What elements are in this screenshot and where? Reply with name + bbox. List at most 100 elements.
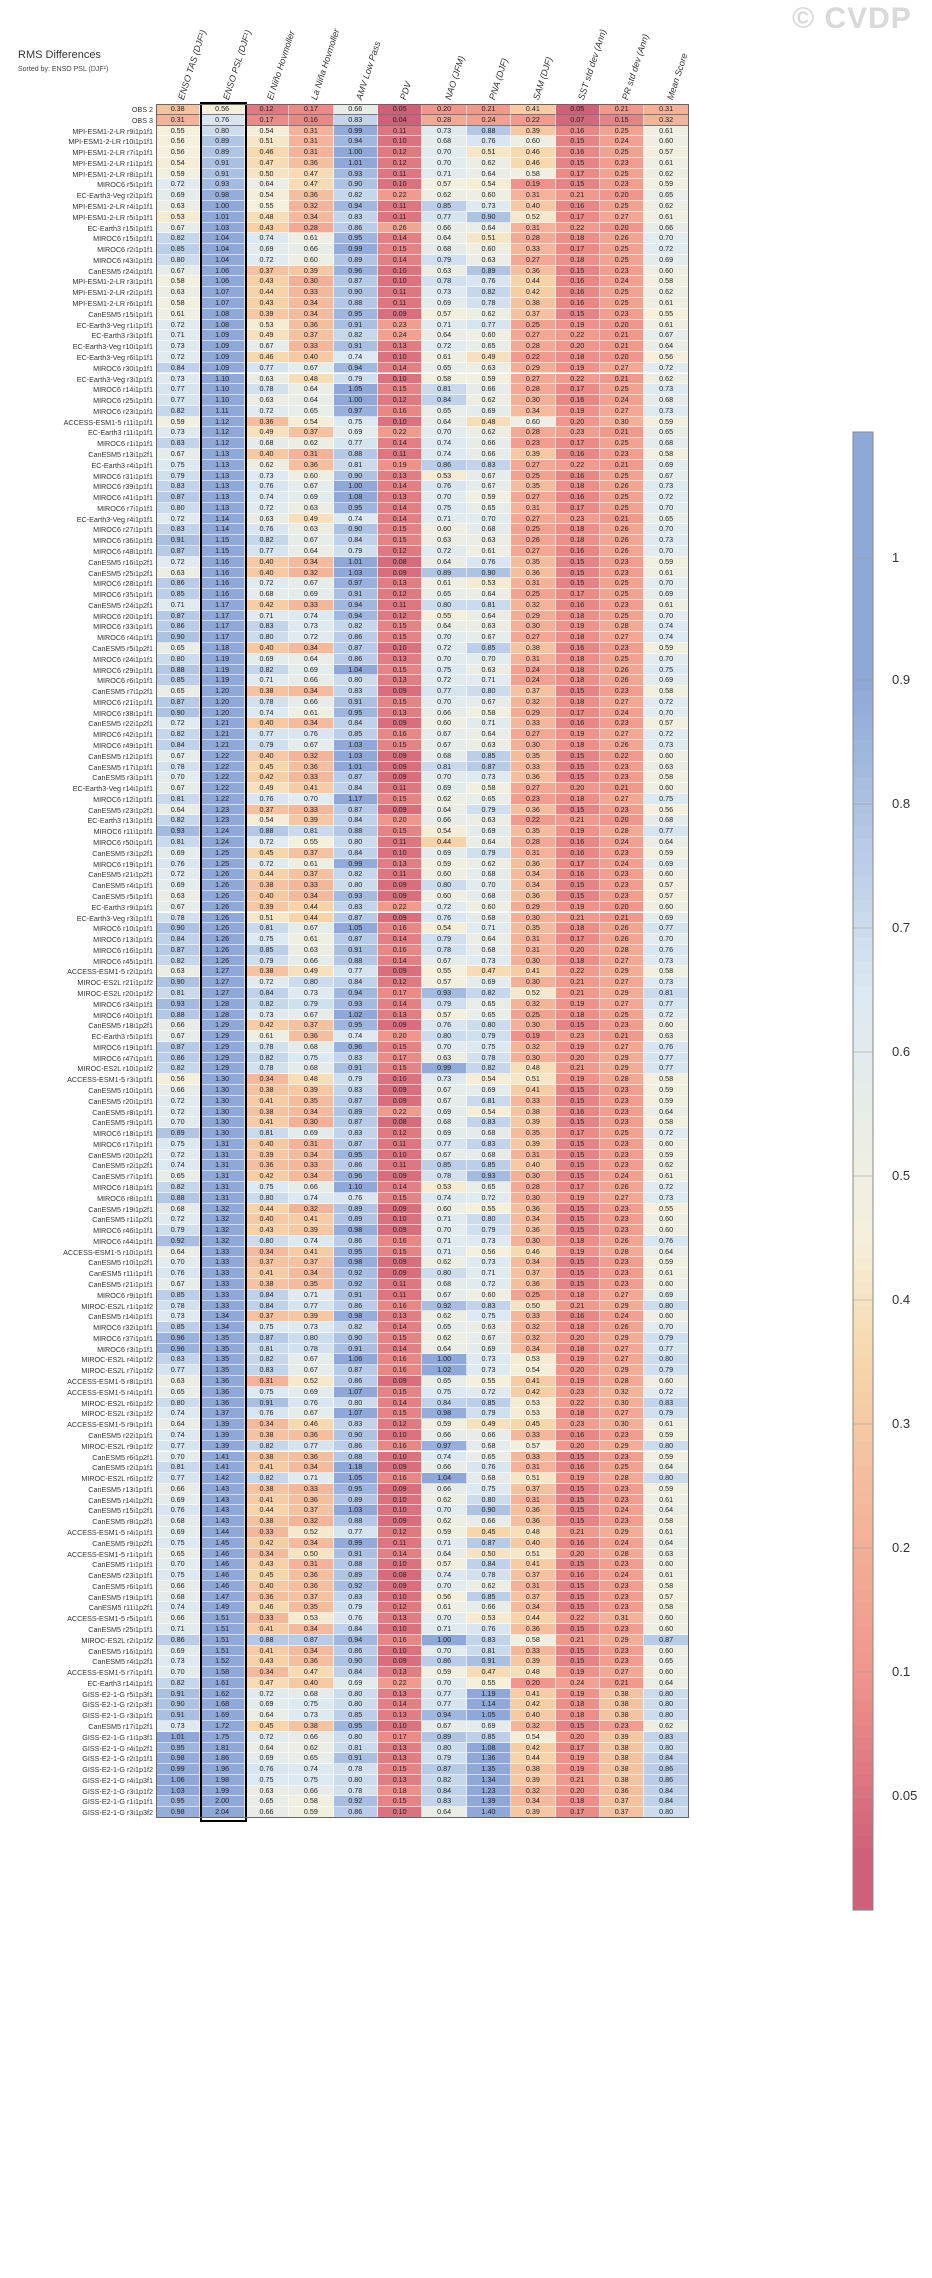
heatmap-cell: 0.18: [555, 254, 600, 266]
heatmap-cell: 0.15: [555, 686, 600, 697]
colorbar-segment: [853, 641, 873, 655]
row-label: ACCESS-ESM1-5 r10i1p1f1: [63, 1247, 153, 1257]
colorbar-segment: [853, 1097, 873, 1111]
heatmap-cell: 1.17: [200, 632, 245, 643]
heatmap-cell: 0.09: [378, 804, 423, 816]
heatmap-cell: 0.64: [289, 653, 334, 665]
heatmap-cell: 0.82: [333, 190, 378, 201]
heatmap-cell: 0.67: [156, 901, 201, 913]
heatmap-cell: 0.93: [422, 987, 467, 999]
heatmap-cell: 0.15: [555, 567, 600, 579]
heatmap-cell: 0.28: [511, 427, 556, 439]
row-label: CanESM5 r9i1p2f1: [92, 1538, 153, 1548]
heatmap-cell: 0.25: [600, 147, 645, 158]
heatmap-cell: 0.34: [289, 308, 334, 320]
heatmap-cell: 0.55: [422, 610, 467, 622]
heatmap-cell: 0.69: [422, 847, 467, 859]
heatmap-cell: 1.30: [200, 1084, 245, 1096]
row-label: MIROC6 r18i1p1f1: [93, 1183, 153, 1192]
heatmap-cell: 0.44: [244, 287, 290, 299]
heatmap-cell: 0.80: [244, 632, 290, 643]
heatmap-cell: 0.22: [511, 351, 556, 363]
heatmap-cell: 0.73: [156, 373, 201, 385]
colorbar-segment: [853, 1207, 873, 1221]
heatmap-cell: 0.59: [422, 858, 467, 870]
heatmap-cell: 0.82: [466, 987, 512, 999]
heatmap-cell: 0.17: [555, 211, 600, 223]
heatmap-cell: 0.82: [156, 233, 201, 245]
colorbar-segment: [853, 1885, 873, 1899]
heatmap-cell: 0.36: [511, 772, 556, 784]
heatmap-cell: 0.25: [600, 470, 645, 482]
heatmap-cell: 0.15: [555, 179, 600, 191]
heatmap-cell: 1.20: [200, 686, 245, 697]
row-label: CanESM5 r25i1p1f1: [88, 1624, 153, 1634]
heatmap-cell: 0.86: [422, 459, 467, 471]
row-label: MIROC6 r30i1p1f1: [93, 363, 153, 373]
heatmap-cell: 0.44: [511, 276, 556, 288]
row-label: MIROC6 r6i1p1f1: [97, 676, 153, 686]
heatmap-cell: 0.72: [244, 578, 290, 590]
heatmap-cell: 1.27: [200, 987, 245, 999]
heatmap-cell: 1.08: [200, 308, 245, 320]
colorbar-segment: [853, 1528, 873, 1542]
colorbar-segment: [853, 949, 873, 963]
heatmap-cell: 0.98: [200, 190, 245, 201]
colorbar-segment: [853, 715, 873, 729]
colorbar-segment: [853, 629, 873, 642]
heatmap-cell: 0.31: [511, 222, 556, 234]
heatmap-cell: 0.61: [156, 308, 201, 320]
heatmap-cell: 0.13: [378, 341, 423, 352]
heatmap-cell: 0.67: [466, 632, 512, 643]
colorbar-segment: [853, 542, 873, 556]
heatmap-cell: 0.21: [600, 783, 645, 794]
heatmap-cell: 0.39: [289, 815, 334, 827]
row-label: MIROC6 r11i1p1f1: [93, 827, 153, 837]
heatmap-cell: 0.64: [466, 589, 512, 600]
colorbar-segment: [853, 776, 873, 790]
row-label: MIROC6 r48i1p1f1: [93, 546, 153, 556]
heatmap-cell: 0.54: [156, 157, 201, 169]
colorbar-segment: [853, 1860, 873, 1874]
colorbar-segment: [853, 1417, 873, 1431]
heatmap-cell: 0.76: [422, 912, 467, 924]
heatmap-cell: 0.25: [511, 319, 556, 331]
heatmap-cell: 0.27: [600, 955, 645, 967]
heatmap-cell: 0.91: [333, 319, 378, 331]
heatmap-cell: 0.34: [289, 718, 334, 730]
heatmap-cell: 0.10: [378, 373, 423, 385]
heatmap-cell: 0.93: [333, 168, 378, 180]
heatmap-cell: 0.29: [511, 610, 556, 622]
heatmap-cell: 1.18: [200, 643, 245, 654]
row-label: MIROC6 r35i1p1f1: [93, 590, 153, 600]
row-label: MIROC6 r38i1p1f1: [93, 708, 153, 718]
heatmap-cell: 1.13: [200, 470, 245, 482]
heatmap-cell: 0.94: [333, 599, 378, 611]
heatmap-cell: 0.27: [511, 330, 556, 342]
heatmap-cell: 0.23: [600, 308, 645, 320]
heatmap-cell: 0.26: [600, 545, 645, 557]
row-label: MIROC6 r34i1p1f1: [93, 999, 153, 1009]
heatmap-cell: 0.60: [422, 718, 467, 730]
heatmap-cell: 0.16: [555, 718, 600, 730]
row-label: MIROC6 r24i1p1f1: [93, 654, 153, 664]
heatmap-cell: 0.63: [289, 502, 334, 514]
heatmap-cell: 0.24: [600, 837, 645, 848]
heatmap-cell: 0.68: [466, 524, 512, 536]
colorbar-segment: [853, 727, 873, 741]
heatmap-cell: 0.62: [422, 793, 467, 805]
colorbar-segment: [853, 456, 873, 470]
heatmap-cell: 0.13: [378, 858, 423, 870]
heatmap-cell: 1.10: [200, 395, 245, 406]
row-label: CanESM5 r5i1p1f1: [92, 891, 153, 901]
heatmap-cell: 0.37: [289, 869, 334, 881]
heatmap-cell: 0.87: [156, 610, 201, 622]
heatmap-cell: 0.18: [555, 664, 600, 676]
heatmap-cell: 0.29: [511, 901, 556, 913]
heatmap-cell: 0.40: [244, 750, 290, 762]
heatmap-cell: 0.20: [555, 341, 600, 352]
heatmap-cell: 0.09: [378, 890, 423, 902]
heatmap-cell: 0.67: [156, 1031, 201, 1042]
heatmap-cell: 0.83: [333, 1084, 378, 1096]
heatmap-cell: 0.80: [333, 880, 378, 891]
